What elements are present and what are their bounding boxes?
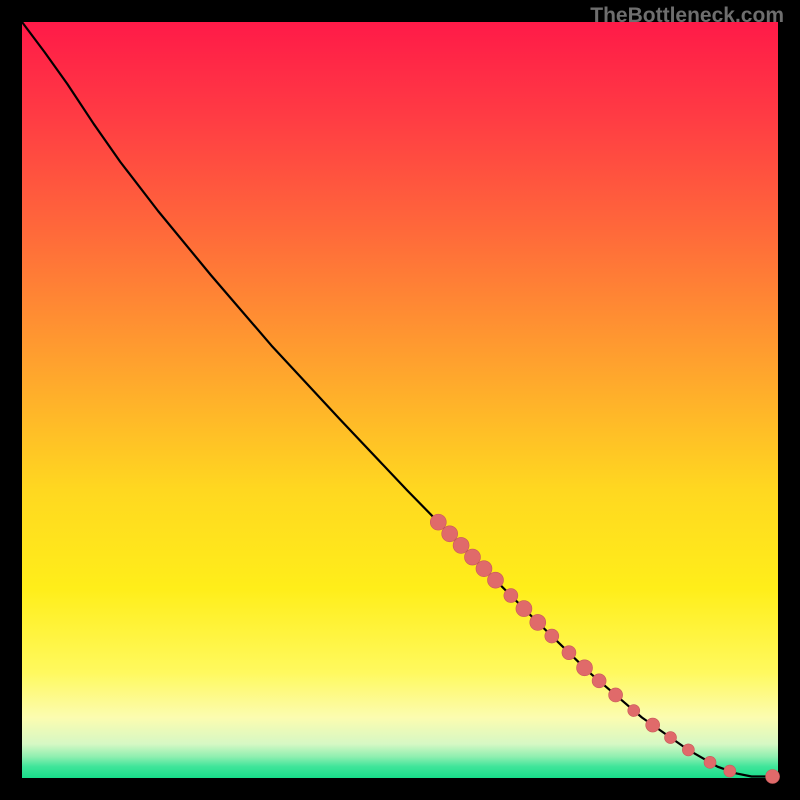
data-marker — [453, 537, 469, 553]
data-marker — [628, 705, 640, 717]
data-marker — [766, 769, 780, 783]
data-marker — [562, 646, 576, 660]
data-marker — [592, 674, 606, 688]
data-marker — [682, 744, 694, 756]
data-marker — [476, 561, 492, 577]
data-marker — [516, 601, 532, 617]
data-marker — [724, 765, 736, 777]
data-marker — [430, 514, 446, 530]
watermark-text: TheBottleneck.com — [590, 4, 784, 28]
data-marker — [487, 572, 503, 588]
data-marker — [464, 549, 480, 565]
data-marker — [577, 660, 593, 676]
plot-background — [22, 22, 778, 778]
data-marker — [530, 614, 546, 630]
data-marker — [665, 732, 677, 744]
data-marker — [442, 526, 458, 542]
data-marker — [646, 718, 660, 732]
data-marker — [609, 688, 623, 702]
data-marker — [704, 756, 716, 768]
bottleneck-chart — [0, 0, 800, 800]
data-marker — [545, 629, 559, 643]
data-marker — [504, 589, 518, 603]
